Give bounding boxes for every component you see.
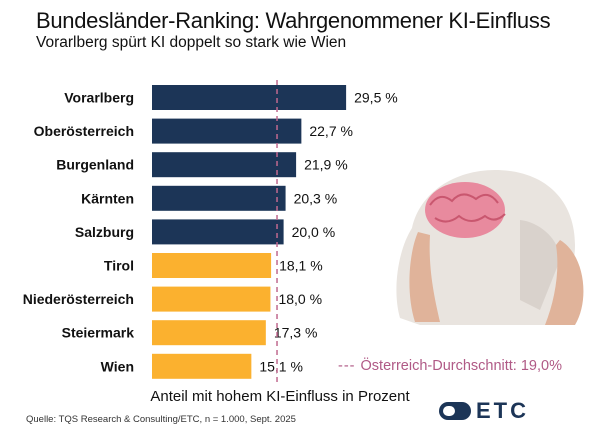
bar	[152, 286, 271, 312]
chart-subtitle: Vorarlberg spürt KI doppelt so stark wie…	[36, 34, 347, 51]
data-label: 15,1 %	[259, 358, 303, 374]
category-label: Salzburg	[75, 224, 134, 240]
bar	[152, 152, 297, 178]
legend-label: Österreich-Durchschnitt: 19,0%	[360, 358, 562, 374]
data-label: 20,3 %	[294, 190, 338, 206]
category-label: Vorarlberg	[64, 90, 134, 106]
data-label: 22,7 %	[309, 123, 353, 139]
bar	[152, 118, 302, 144]
bar	[152, 85, 347, 110]
etc-logo: ETC	[439, 398, 529, 424]
category-label: Steiermark	[62, 325, 135, 341]
category-label: Burgenland	[56, 157, 134, 173]
bar	[152, 185, 286, 211]
data-label: 21,9 %	[304, 157, 348, 173]
category-label: Kärnten	[81, 190, 134, 206]
logo-text: ETC	[476, 398, 529, 423]
data-label: 18,1 %	[279, 258, 323, 274]
category-label: Niederösterreich	[23, 291, 134, 307]
dashed-line-icon: ---	[338, 358, 361, 374]
category-label: Oberösterreich	[34, 123, 134, 139]
head-brain-image	[396, 170, 584, 325]
bar	[152, 320, 266, 346]
bar	[152, 253, 272, 278]
category-label: Tirol	[104, 258, 134, 274]
source-note: Quelle: TQS Research & Consulting/ETC, n…	[26, 414, 296, 425]
data-label: 17,3 %	[274, 325, 318, 341]
data-label: 18,0 %	[278, 291, 322, 307]
bar	[152, 353, 252, 379]
x-axis-label: Anteil mit hohem KI-Einfluss in Prozent	[150, 388, 410, 405]
category-label: Wien	[101, 358, 134, 374]
legend-reference-line: --- Österreich-Durchschnitt: 19,0%	[338, 358, 562, 374]
data-label: 29,5 %	[354, 90, 398, 106]
chart-title: Bundesländer-Ranking: Wahrgenommener KI-…	[36, 8, 551, 33]
bar	[152, 219, 284, 245]
data-label: 20,0 %	[292, 224, 336, 240]
logo-pill-icon	[439, 402, 471, 420]
